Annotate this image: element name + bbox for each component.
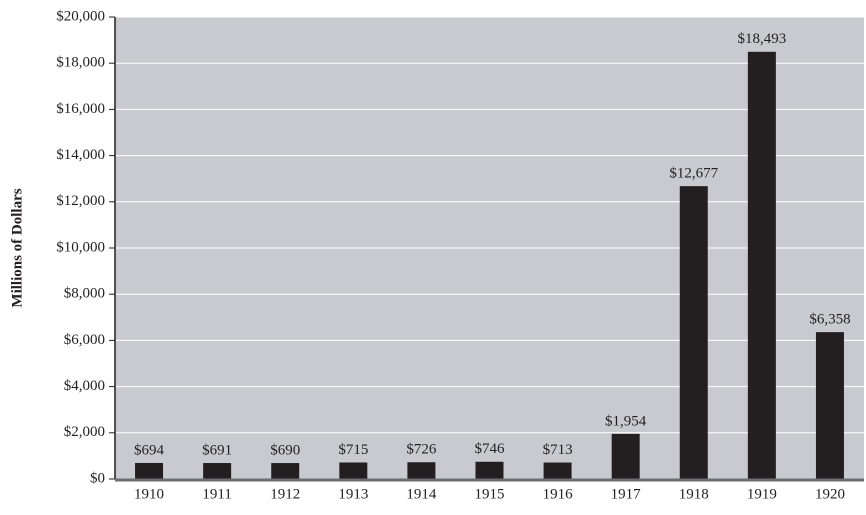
- y-tick-label: $10,000: [56, 239, 105, 255]
- y-tick-label: $14,000: [56, 147, 105, 163]
- bar: [611, 433, 640, 479]
- x-tick-label: 1912: [270, 486, 300, 502]
- bar: [339, 462, 368, 479]
- x-tick-label: 1919: [747, 486, 777, 502]
- y-tick-label: $2,000: [64, 424, 105, 440]
- y-tick-label: $18,000: [56, 55, 105, 71]
- value-label: $694: [134, 442, 165, 458]
- x-tick-label: 1914: [406, 486, 437, 502]
- value-label: $6,358: [809, 312, 850, 328]
- y-tick-label: $4,000: [64, 378, 105, 394]
- x-tick-label: 1917: [611, 486, 642, 502]
- x-tick-label: 1911: [202, 486, 231, 502]
- bar: [747, 51, 776, 479]
- value-label: $746: [475, 441, 506, 457]
- value-label: $691: [202, 442, 232, 458]
- x-tick-label: 1916: [543, 486, 574, 502]
- bar: [407, 462, 436, 479]
- y-tick-label: $8,000: [64, 286, 105, 302]
- bar: [203, 463, 232, 479]
- x-tick-label: 1910: [134, 486, 164, 502]
- value-label: $12,677: [669, 166, 718, 182]
- bar: [543, 462, 572, 479]
- x-tick-label: 1920: [815, 486, 845, 502]
- y-axis-label: Millions of Dollars: [9, 188, 25, 307]
- bar: [135, 462, 164, 479]
- bar: [475, 461, 504, 479]
- y-tick-label: $0: [90, 470, 105, 486]
- y-tick-label: $12,000: [56, 193, 105, 209]
- bar: [815, 332, 844, 479]
- y-tick-label: $16,000: [56, 101, 105, 117]
- value-label: $715: [338, 442, 368, 458]
- y-tick-label: $20,000: [56, 8, 105, 24]
- value-label: $18,493: [737, 31, 786, 47]
- value-label: $713: [543, 442, 573, 458]
- bar: [271, 463, 300, 479]
- bar: [679, 186, 708, 479]
- x-tick-label: 1915: [475, 486, 505, 502]
- value-label: $1,954: [605, 413, 647, 429]
- value-label: $690: [270, 442, 300, 458]
- x-tick-label: 1913: [338, 486, 368, 502]
- x-tick-label: 1918: [679, 486, 709, 502]
- y-tick-label: $6,000: [64, 332, 105, 348]
- value-label: $726: [406, 442, 437, 458]
